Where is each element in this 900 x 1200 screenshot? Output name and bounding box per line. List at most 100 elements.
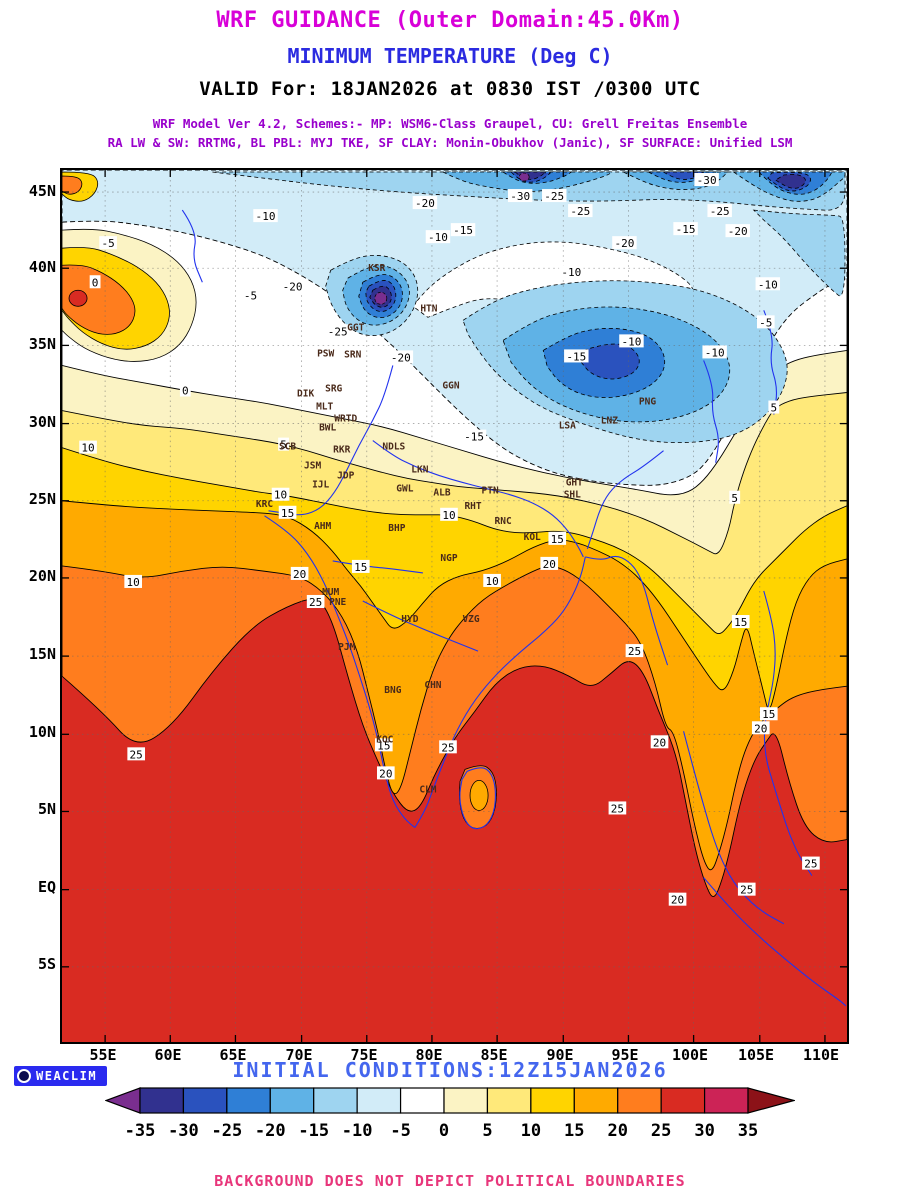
lon-label: 85E <box>480 1046 508 1064</box>
contour-blob <box>469 779 489 811</box>
contour-value-box <box>725 224 750 238</box>
contour-value-box <box>619 334 644 348</box>
station-label: CLM <box>419 784 436 795</box>
station-label: WRTD <box>334 414 357 425</box>
weaclim-badge: WEACLIM <box>14 1066 108 1086</box>
contour-value-box <box>278 437 289 451</box>
contour-value-box <box>542 189 567 203</box>
lat-label: 5N <box>37 800 56 818</box>
contour-value-box <box>802 856 820 870</box>
lon-label: 110E <box>802 1046 840 1064</box>
contour-value-box <box>756 315 775 329</box>
lon-label: 105E <box>737 1046 775 1064</box>
contour-value-label: 5 <box>731 492 738 505</box>
contour-value-box <box>374 738 393 752</box>
contour-value-box <box>540 556 559 570</box>
contour-value-box <box>425 230 451 244</box>
river-line <box>683 731 785 925</box>
lon-label: 55E <box>89 1046 117 1064</box>
station-label: LNZ <box>601 416 618 427</box>
coastline <box>459 767 496 830</box>
contour-value-label: 20 <box>671 894 684 907</box>
contour-value-box <box>673 222 698 236</box>
contour-value-box <box>568 204 593 218</box>
lat-label: 10N <box>28 723 56 741</box>
contour-value-box <box>731 615 750 629</box>
contour-value-label: -15 <box>566 350 586 363</box>
contour-value-box <box>729 490 741 504</box>
contour-value-label: -10 <box>705 346 725 359</box>
station-label: HTN <box>420 303 437 314</box>
river-line <box>703 360 719 463</box>
contour-value-label: 15 <box>377 739 390 752</box>
colorbar-cell <box>486 1087 532 1114</box>
station-label: MUM <box>322 587 339 598</box>
contour-value-label: 20 <box>754 722 767 735</box>
contour-value-label: -20 <box>391 351 411 364</box>
contour-value-box <box>440 507 458 521</box>
contour-value-box <box>559 265 584 279</box>
contour-labels: -30 -30 -25 -25 -20 -10 -10 -15 -15 -20 -25 -5 -20 0 -… <box>79 173 820 907</box>
lon-label: 70E <box>285 1046 313 1064</box>
contour-value-box <box>650 735 669 749</box>
station-label: JDP <box>337 471 354 482</box>
station-label: KSR <box>368 263 385 274</box>
station-label: CHN <box>424 680 441 691</box>
colorbar-cell <box>182 1087 228 1114</box>
contour-fills <box>61 169 848 1042</box>
page-title: WRF GUIDANCE (Outer Domain:45.0Km) <box>216 8 684 33</box>
contour-value-box <box>99 236 117 250</box>
colorbar-right-arrow <box>747 1087 795 1114</box>
contour-value-box <box>751 721 770 735</box>
station-label: LKN <box>411 465 428 476</box>
river-line <box>763 310 778 415</box>
lon-label: 60E <box>154 1046 182 1064</box>
contour-value-label: 0 <box>182 385 189 398</box>
lat-label: 35N <box>28 335 56 353</box>
river-line <box>372 440 584 558</box>
contour-value-box <box>612 236 637 250</box>
contour-value-box <box>127 747 146 761</box>
river-line <box>332 560 423 574</box>
contour-value-label: -30 <box>510 190 530 203</box>
contour-value-box <box>625 644 644 658</box>
colorbar-cell <box>399 1087 445 1114</box>
contour-value-label: 10 <box>442 509 455 522</box>
station-label: HYD <box>401 614 418 625</box>
river-line <box>586 450 664 550</box>
station-label: RKR <box>333 445 350 456</box>
background-disclaimer: BACKGROUND DOES NOT DEPICT POLITICAL BOU… <box>214 1172 686 1190</box>
station-label: SRG <box>325 384 342 395</box>
contour-value-label: 10 <box>274 489 287 502</box>
contour-value-box <box>483 573 501 587</box>
river-line <box>763 590 813 876</box>
colorbar-tick-label: -10 <box>342 1121 373 1141</box>
contour-value-box <box>377 766 395 780</box>
colorbar-cell <box>573 1087 619 1114</box>
contour-value-box <box>241 288 260 302</box>
colorbar-tick-label: -30 <box>168 1121 199 1141</box>
contour-value-label: 20 <box>379 767 392 780</box>
river-line <box>181 209 203 283</box>
lat-label: EQ <box>37 878 56 896</box>
contour-value-box <box>755 277 781 291</box>
station-label: AHM <box>314 521 331 532</box>
station-label: PNG <box>639 397 656 408</box>
river-line <box>414 556 586 828</box>
contour-value-label: 15 <box>762 708 775 721</box>
contour-value-label: -5 <box>244 289 257 302</box>
contour-value-box <box>79 440 97 454</box>
contour-value-box <box>694 173 719 187</box>
station-label: ALB <box>433 488 450 499</box>
colorbar-tick-label: 0 <box>439 1121 449 1141</box>
colorbar-tick-label: 25 <box>651 1121 671 1141</box>
map-canvas: -30 -30 -25 -25 -20 -10 -10 -15 -15 -20 -25 -5 -20 0 -… <box>61 169 848 1042</box>
colorbar-tick-label: -25 <box>212 1121 243 1141</box>
colorbar-tick-label: 10 <box>521 1121 541 1141</box>
contour-value-label: 25 <box>309 596 322 609</box>
contour-value-box <box>124 574 143 588</box>
contour-value-label: 25 <box>611 802 624 815</box>
contour-value-label: 25 <box>628 645 641 658</box>
